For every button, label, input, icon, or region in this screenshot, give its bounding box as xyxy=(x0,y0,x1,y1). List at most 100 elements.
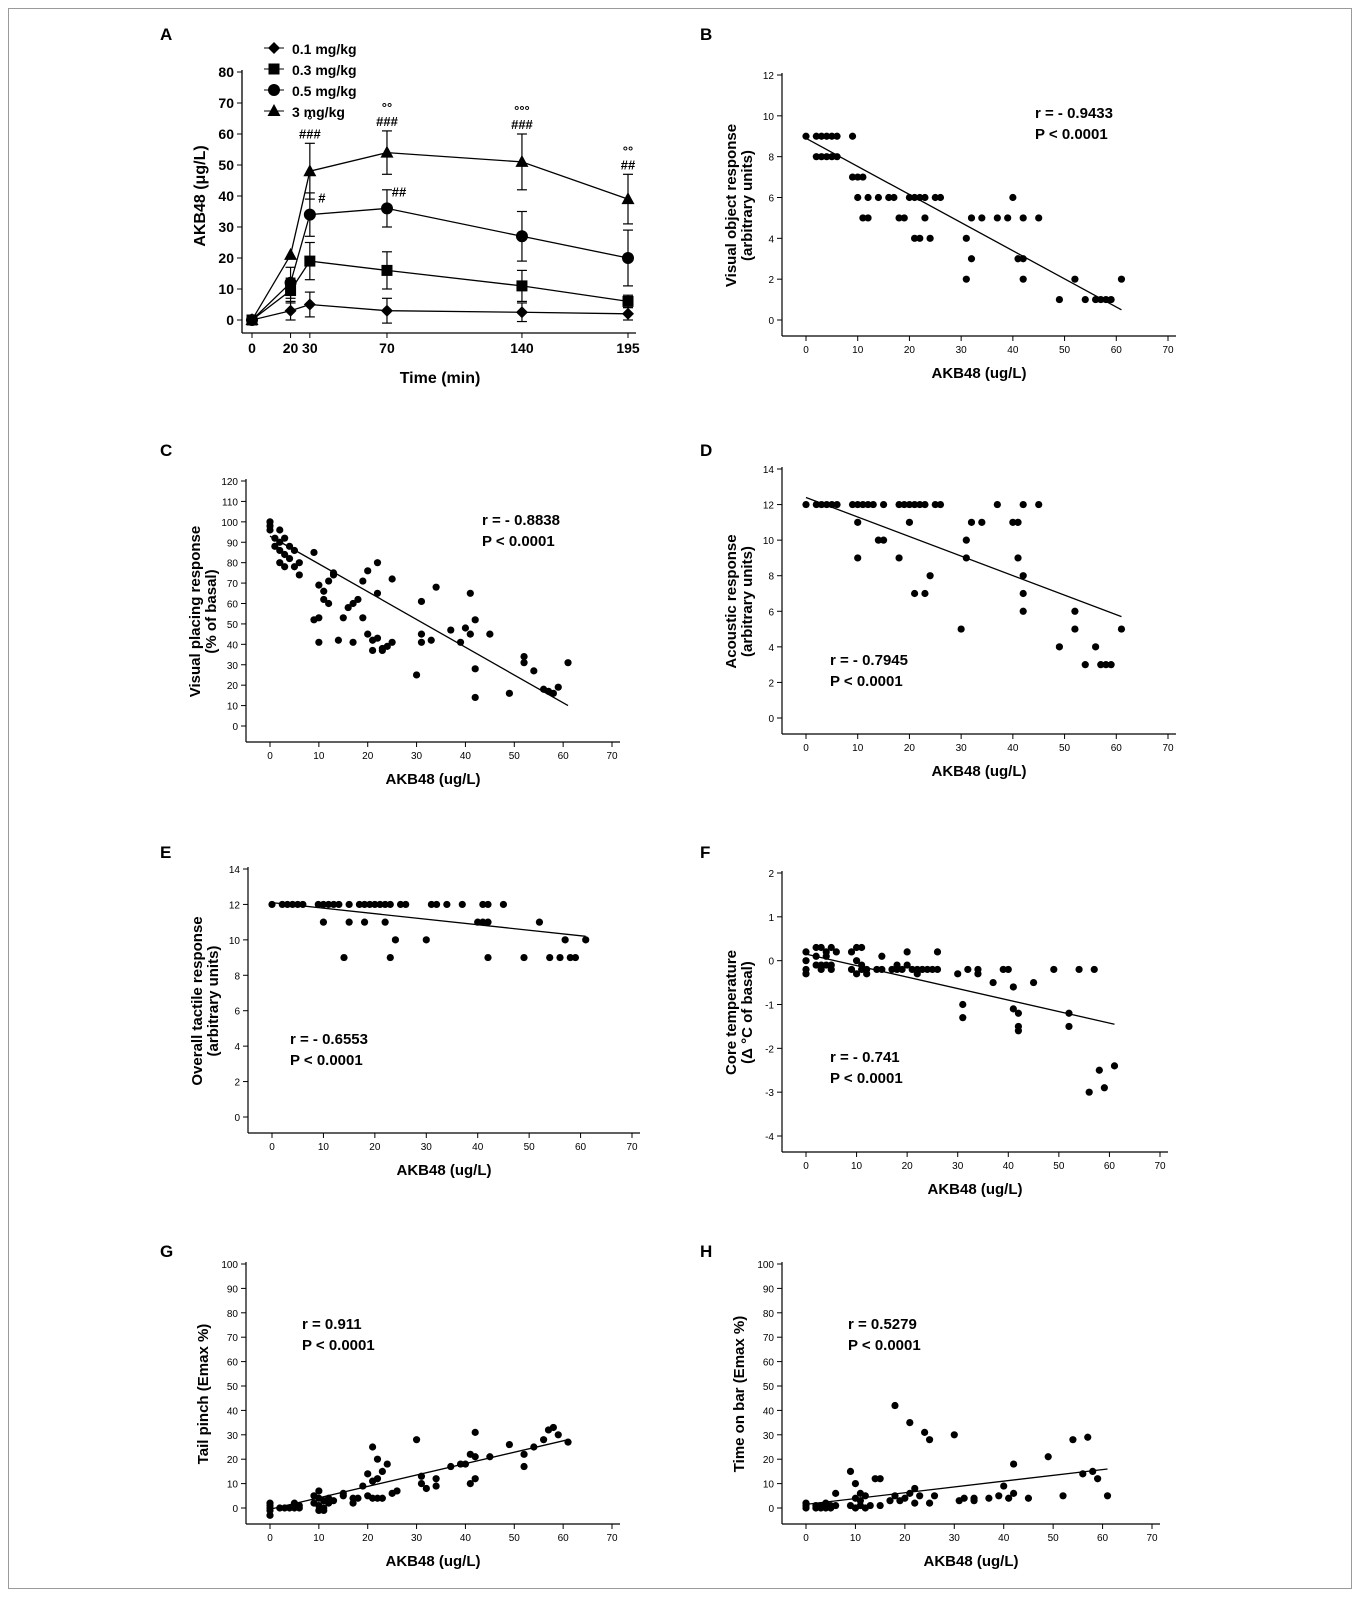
panel-f-data-point xyxy=(852,957,861,965)
panel-f-data-point xyxy=(1090,965,1098,974)
panel-c-data-point xyxy=(320,595,328,604)
panel-f-ytick-label: 2 xyxy=(768,869,774,880)
panel-d-ytick-label: 6 xyxy=(768,607,774,618)
panel-h-data-point xyxy=(1024,1494,1033,1502)
panel-e-data-point xyxy=(381,900,389,909)
panel-b-data-point xyxy=(1019,214,1027,222)
panel-h-data-point xyxy=(1044,1453,1052,1461)
panel-f-data-point xyxy=(1110,1062,1119,1070)
panel-b-data-point xyxy=(828,153,836,161)
panel-g-ylabel: Tail pinch (Emax %) xyxy=(195,1324,212,1465)
panel-d-ylabel: Acoustic response xyxy=(723,534,740,668)
panel-b-data-point xyxy=(1071,275,1079,283)
panel-h-ytick-label: 20 xyxy=(763,1455,775,1466)
panel-b-data-point xyxy=(833,153,841,161)
panel-a-data-point xyxy=(303,164,317,177)
panel-c-data-point xyxy=(471,665,479,673)
panel-h-data-point xyxy=(995,1492,1003,1500)
panel-g-xtick-label: 50 xyxy=(509,1533,521,1544)
panel-f-letter: F xyxy=(700,843,710,862)
panel-h-data-point xyxy=(921,1428,929,1436)
panel-e-data-point xyxy=(443,900,451,909)
panel-b-stat-r: r = - 0.9433 xyxy=(1035,105,1113,122)
panel-e-data-point xyxy=(571,953,580,962)
panel-d-data-point xyxy=(895,554,903,562)
panel-b-xtick-label: 50 xyxy=(1059,345,1071,356)
panel-b-data-point xyxy=(962,234,970,242)
panel-b-data-point xyxy=(993,214,1001,222)
panel-e-ytick-label: 8 xyxy=(234,971,240,982)
panel-c-fit-line xyxy=(269,535,569,707)
panel-c-stat-r: r = - 0.8838 xyxy=(482,512,560,529)
panel-d-xtick-label: 10 xyxy=(852,743,864,754)
panel-f-data-point xyxy=(802,970,810,978)
panel-b-data-point xyxy=(1014,255,1022,263)
panel-e-letter: E xyxy=(160,843,171,862)
panel-h-ytick-label: 30 xyxy=(763,1431,775,1442)
panel-b-fit-line xyxy=(805,137,1122,311)
panel-b-data-point xyxy=(1107,295,1115,304)
panel-g-data-point xyxy=(466,1480,474,1488)
panel-a-ytick-label: 30 xyxy=(218,219,234,235)
panel-c-xtick-label: 70 xyxy=(606,751,618,762)
panel-h-xtick-label: 20 xyxy=(899,1533,911,1544)
panel-f-data-point xyxy=(1014,1027,1023,1035)
panel-d-xtick-label: 60 xyxy=(1111,743,1123,754)
panel-h-data-point xyxy=(960,1494,968,1502)
panel-a-xlabel: Time (min) xyxy=(400,370,481,387)
panel-a-data-point xyxy=(622,307,634,320)
panel-f-data-point xyxy=(918,965,926,974)
panel-a-data-point xyxy=(284,304,297,317)
panel-g-data-point xyxy=(417,1480,426,1488)
panel-f-data-point xyxy=(852,943,861,952)
panel-d-xlabel: AKB48 (ug/L) xyxy=(932,763,1027,780)
panel-a-data-point xyxy=(622,295,634,307)
panel-h-data-point xyxy=(916,1492,924,1500)
panel-b-ylabel: Visual object response xyxy=(723,124,740,287)
panel-f-data-point xyxy=(1100,1084,1108,1092)
panel-e-data-point xyxy=(499,900,508,909)
panel-c-data-point xyxy=(320,587,328,595)
panel-a-significance-mark: # xyxy=(318,191,326,206)
panel-b-data-point xyxy=(978,214,986,222)
panel-e-data-point xyxy=(535,918,544,926)
panel-g-data-point xyxy=(540,1436,548,1444)
panel-f-data-point xyxy=(964,965,972,974)
panel-a-significance-mark: ## xyxy=(392,184,407,199)
panel-b-data-point xyxy=(1004,214,1012,222)
panel-f-data-point xyxy=(959,1014,967,1022)
panel-d-data-point xyxy=(874,536,883,544)
panel-b-ytick-label: 10 xyxy=(763,112,775,123)
panel-g-data-point xyxy=(432,1482,440,1490)
panel-e-ytick-label: 12 xyxy=(229,900,241,911)
panel-g-ytick-label: 60 xyxy=(227,1358,239,1369)
panel-f-data-point xyxy=(913,965,921,974)
panel-d-data-point xyxy=(1014,554,1022,562)
panel-g-ytick-label: 100 xyxy=(221,1260,238,1271)
panel-c-data-point xyxy=(486,630,494,638)
panel-c-data-point xyxy=(412,671,421,679)
panel-f-ytick-label: 0 xyxy=(768,957,774,968)
panel-d-data-point xyxy=(1097,661,1105,669)
panel-e-data-point xyxy=(402,900,410,909)
panel-h-data-point xyxy=(970,1494,978,1502)
panel-d-data-point xyxy=(859,500,867,509)
panel-h-data-point xyxy=(985,1494,993,1502)
panel-c-data-point xyxy=(373,634,382,642)
panel-a-ytick-label: 0 xyxy=(226,312,234,328)
panel-h-data-point xyxy=(1103,1492,1112,1500)
panel-c-ytick-label: 110 xyxy=(222,497,238,508)
panel-h-ytick-label: 40 xyxy=(763,1406,775,1417)
panel-f-data-point xyxy=(847,965,856,974)
panel-f-data-point xyxy=(908,965,916,974)
panel-b-xlabel: AKB48 (ug/L) xyxy=(932,365,1027,382)
panel-c-data-point xyxy=(276,559,284,567)
panel-b-data-point xyxy=(1102,295,1110,304)
panel-f-xtick-label: 30 xyxy=(952,1161,964,1172)
panel-a-legend-label: 0.1 mg/kg xyxy=(292,41,357,57)
panel-a-ytick-label: 80 xyxy=(218,64,234,80)
panel-e-xtick-label: 20 xyxy=(369,1142,381,1153)
panel-e-data-point xyxy=(582,936,590,944)
panel-h-data-point xyxy=(856,1497,864,1505)
panel-c-ytick-label: 80 xyxy=(227,559,239,570)
